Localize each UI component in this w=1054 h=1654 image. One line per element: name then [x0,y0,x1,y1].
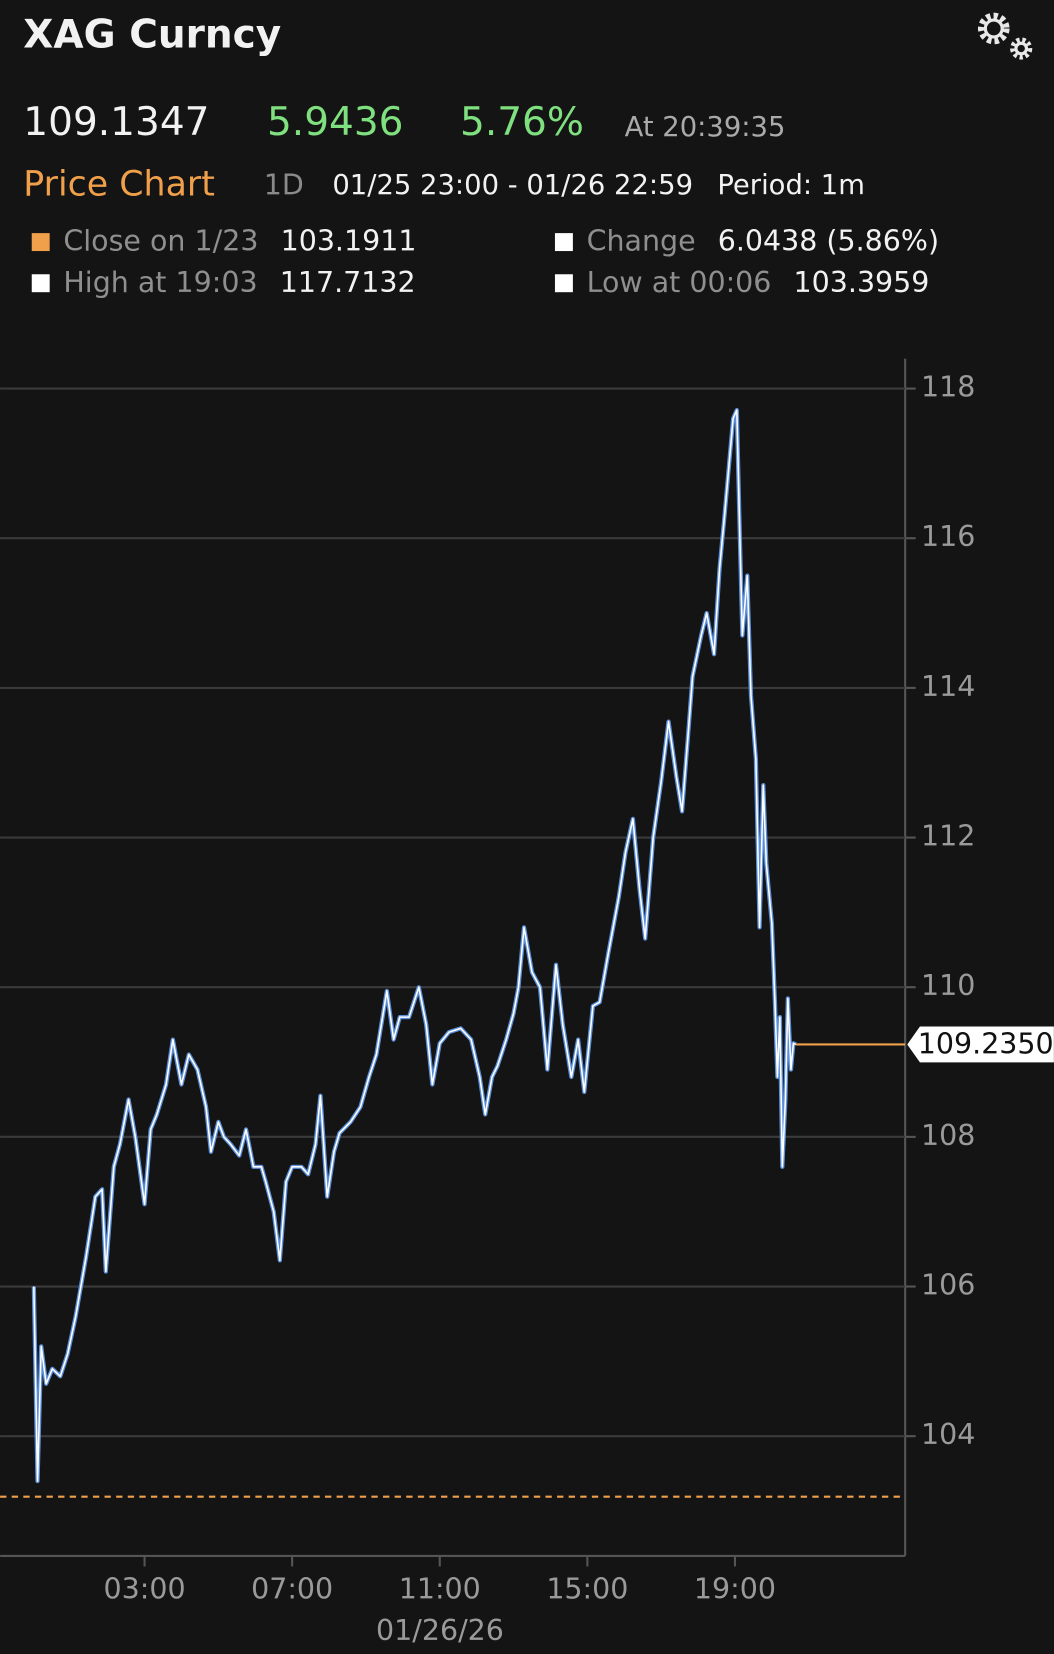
pct-change: 5.76% [460,100,584,145]
gear-large-hub [983,18,1004,39]
y-tick-label: 118 [921,371,975,404]
quote-time: At 20:39:35 [625,112,786,143]
x-axis-date: 01/26/26 [376,1614,504,1647]
x-tick-label: 19:00 [694,1573,776,1606]
stat-label: Change [587,225,696,258]
gear-large [977,12,1010,45]
price-line-highlight [33,409,797,1482]
stat-value: 103.3959 [794,266,930,299]
y-tick-label: 112 [921,820,975,853]
legend-swatch [554,233,573,252]
range-button[interactable]: 1D [264,169,304,202]
ticker: XAG Curncy [23,12,281,57]
legend-swatch [31,274,50,293]
stat-label: Close on 1/23 [63,225,258,258]
legend-swatch [31,233,50,252]
y-tick-label: 106 [921,1269,975,1302]
stat-value: 6.0438 (5.86%) [718,225,939,258]
x-tick-label: 15:00 [546,1573,628,1606]
stat-label: Low at 00:06 [587,266,772,299]
date-range: 01/25 23:00 - 01/26 22:59 [332,170,693,201]
last-value-label: 109.2350 [918,1028,1054,1061]
y-tick-label: 114 [921,670,975,703]
x-tick-label: 03:00 [104,1573,186,1606]
period: Period: 1m [717,170,865,201]
stat-value: 103.1911 [281,225,417,258]
y-tick-label: 110 [921,969,975,1002]
legend-swatch [554,274,573,293]
gear-small-hub [1014,41,1029,56]
last-price: 109.1347 [23,100,209,145]
net-change: 5.9436 [267,100,404,145]
y-tick-label: 104 [921,1418,975,1451]
y-tick-label: 108 [921,1119,975,1152]
x-tick-label: 07:00 [251,1573,333,1606]
last-value-tag [907,1026,1054,1063]
stat-value: 117.7132 [280,266,416,299]
x-tick-label: 11:00 [399,1573,481,1606]
gear-small [1010,37,1033,60]
settings-icon[interactable] [977,12,1033,60]
section-title: Price Chart [23,165,215,205]
y-tick-label: 116 [921,520,975,553]
stat-label: High at 19:03 [63,266,257,299]
